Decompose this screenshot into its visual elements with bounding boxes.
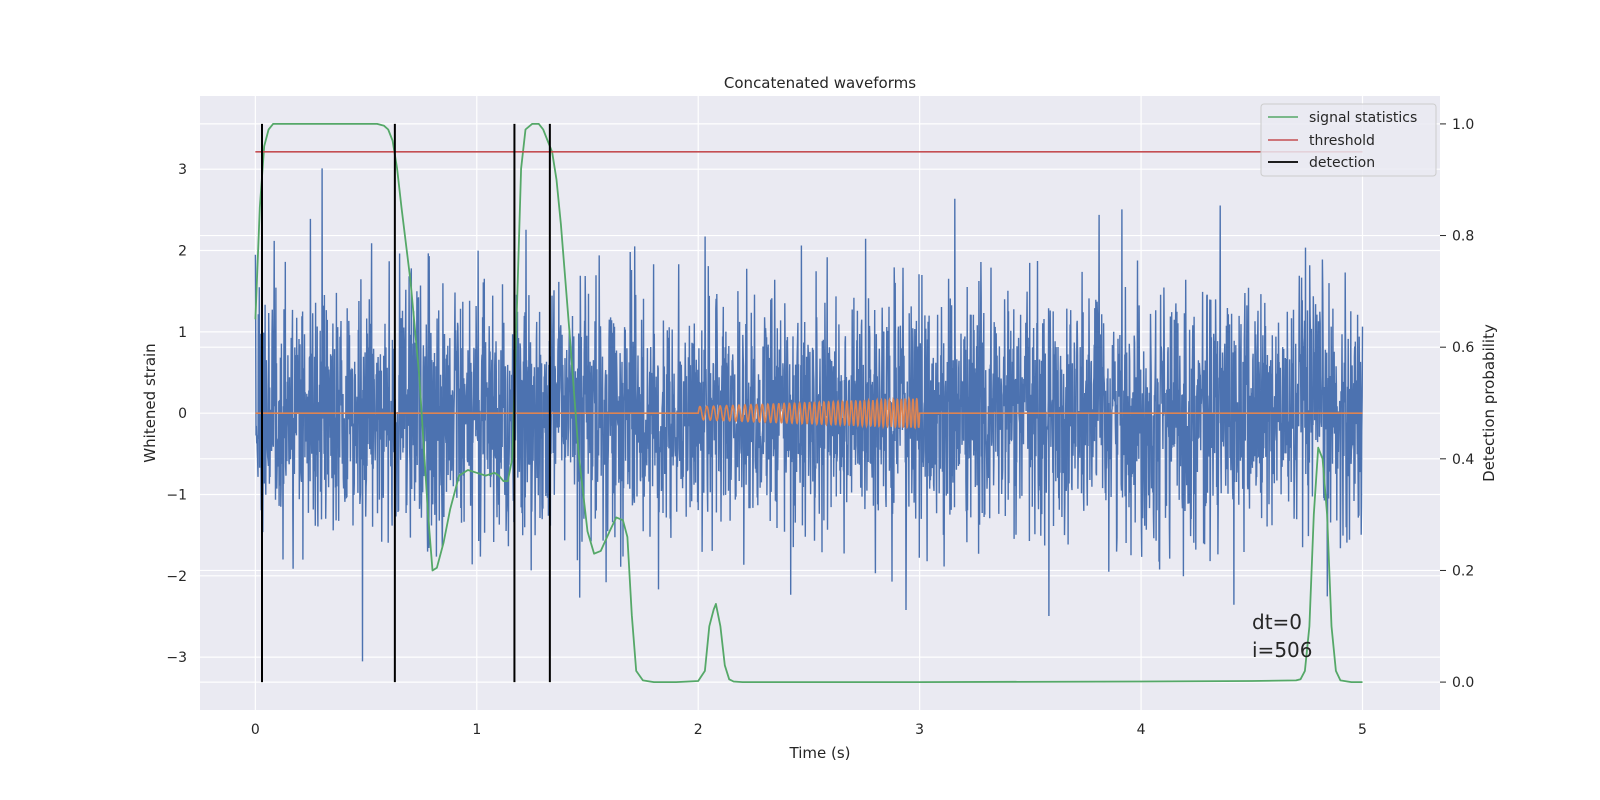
legend-box (1260, 103, 1437, 177)
y-right-tick-label: 1.0 (1452, 117, 1474, 133)
y-right-tick-label: 0.8 (1452, 229, 1474, 245)
y-left-tick-label: 1 (178, 325, 187, 341)
y-right-tick-label: 0.4 (1452, 452, 1474, 468)
x-tick-label: 1 (472, 722, 481, 738)
annotation-index: i=506 (1252, 638, 1313, 662)
x-tick-label: 3 (915, 722, 924, 738)
y-left-tick-label: 2 (178, 244, 187, 260)
y-left-tick-label: −2 (166, 569, 187, 585)
legend-label-detection: detection (1309, 155, 1375, 171)
y-right-tick-label: 0.0 (1452, 675, 1474, 691)
strain-noise-line (254, 168, 1364, 662)
y-left-tick-label: 0 (178, 406, 187, 422)
y-left-tick-label: 3 (178, 162, 187, 178)
annotations: dt=0 i=506 (1252, 610, 1313, 662)
y-left-tick-label: −3 (166, 650, 187, 666)
legend-label-signal-statistics: signal statistics (1309, 110, 1417, 126)
x-tick-label: 2 (694, 722, 703, 738)
injected-chirp-line (255, 395, 1363, 430)
chart-title: Concatenated waveforms (724, 74, 916, 92)
legend: signal statistics threshold detection (1260, 103, 1437, 177)
ticks-layer: 0 1 2 3 4 5 −3 −2 −1 0 1 2 3 0.0 0.2 0.4 0.6 0.8 1.0 (166, 117, 1474, 738)
y-axis-left-label: Whitened strain (141, 343, 159, 462)
annotation-dt: dt=0 (1252, 610, 1302, 634)
legend-label-threshold: threshold (1309, 133, 1375, 149)
signal-statistics-line (254, 123, 1363, 683)
x-axis-label: Time (s) (789, 744, 851, 762)
y-right-tick-label: 0.2 (1452, 563, 1474, 579)
y-right-tick-label: 0.6 (1452, 340, 1474, 356)
x-tick-label: 5 (1358, 722, 1367, 738)
x-tick-label: 0 (251, 722, 260, 738)
y-axis-right-label: Detection probability (1480, 324, 1498, 482)
series-layer (254, 123, 1364, 683)
y-left-tick-label: −1 (166, 487, 187, 503)
x-tick-label: 4 (1137, 722, 1146, 738)
